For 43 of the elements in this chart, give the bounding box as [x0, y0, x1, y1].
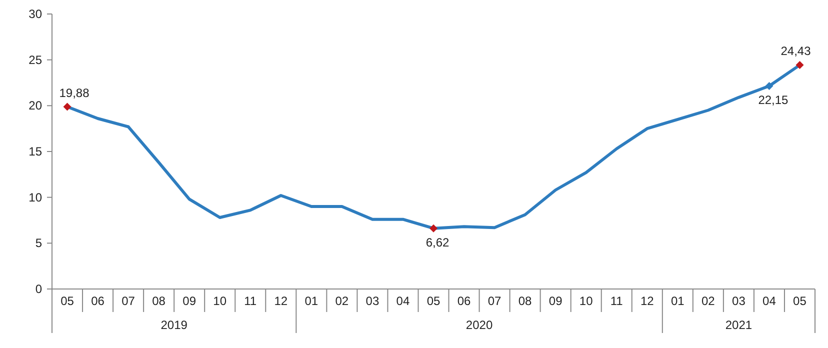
data-label: 22,15 — [758, 92, 789, 107]
text: 2019 — [160, 318, 188, 332]
x-tick-label: 04 — [396, 294, 410, 308]
text: 2021 — [725, 318, 752, 332]
x-tick-label: 05 — [793, 294, 807, 308]
x-tick-label: 11 — [244, 294, 257, 308]
x-tick-label: 05 — [426, 294, 440, 308]
x-tick-label: 01 — [670, 294, 685, 308]
y-tick-label: 30 — [28, 7, 42, 21]
x-tick-label: 12 — [640, 294, 654, 308]
x-tick-label: 08 — [518, 294, 532, 308]
data-label: 6,62 — [426, 235, 450, 250]
point — [63, 102, 72, 111]
x-tick-label: 03 — [732, 294, 746, 308]
x-tick-label: 02 — [335, 294, 349, 308]
y-tick-label: 10 — [28, 190, 42, 204]
x-tick-label: 01 — [304, 294, 318, 308]
x-tick-label: 07 — [122, 294, 136, 308]
x-tick-label: 10 — [579, 294, 594, 308]
x-tick-label: 06 — [91, 294, 105, 308]
point — [796, 61, 804, 70]
y-tick-label: 0 — [35, 282, 42, 296]
y-tick-label: 20 — [28, 98, 42, 113]
x-tick-label: 06 — [457, 294, 472, 308]
y-tick-label: 5 — [35, 236, 42, 250]
data-label: 19,88 — [59, 86, 90, 100]
text: 2020 — [466, 318, 493, 332]
x-tick-label: 12 — [274, 294, 288, 308]
x-tick-label: 05 — [60, 294, 74, 308]
x-tick-label: 03 — [366, 294, 380, 308]
x-tick-label: 07 — [488, 294, 502, 308]
x-tick-label: 04 — [762, 294, 776, 308]
y-tick-label: 15 — [28, 144, 42, 158]
x-tick-label: 02 — [702, 294, 716, 308]
y-tick-label: 25 — [28, 52, 42, 67]
x-tick-label: 11 — [610, 294, 624, 308]
point — [765, 82, 774, 90]
x-tick-label: 09 — [548, 294, 563, 308]
x-tick-label: 10 — [213, 294, 227, 308]
x-tick-label: 09 — [182, 294, 196, 308]
data-label: 24,43 — [780, 44, 812, 58]
x-tick-label: 08 — [152, 294, 166, 308]
point — [430, 224, 438, 232]
